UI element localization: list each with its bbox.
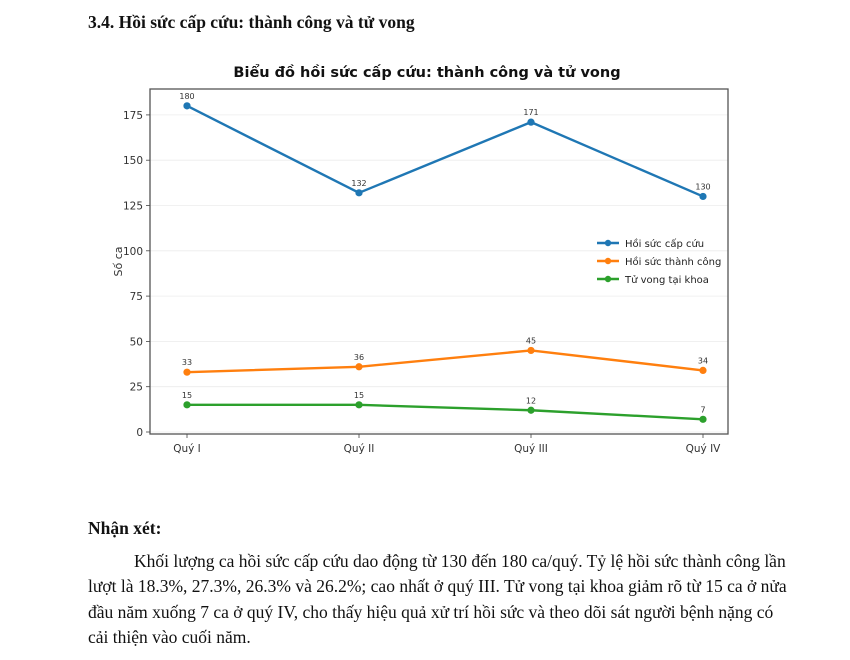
y-tick-label: 100 xyxy=(123,246,143,258)
chart-svg: Biểu đồ hồi sức cấp cứu: thành công và t… xyxy=(112,64,729,455)
data-label: 132 xyxy=(351,179,366,188)
x-tick-label: Quý II xyxy=(344,443,375,455)
remark-paragraph: Khối lượng ca hồi sức cấp cứu dao động t… xyxy=(88,551,787,647)
data-label: 180 xyxy=(179,92,194,101)
y-tick-label: 175 xyxy=(123,110,143,122)
data-label: 7 xyxy=(700,405,705,414)
y-tick-label: 25 xyxy=(130,382,143,394)
data-point xyxy=(527,406,535,414)
legend-item: Tử vong tại khoa xyxy=(597,274,709,286)
data-point xyxy=(699,415,707,423)
legend-label: Tử vong tại khoa xyxy=(624,274,709,286)
data-label: 130 xyxy=(695,182,710,191)
plot-frame xyxy=(149,88,729,435)
series-2: 33 36 45 34 xyxy=(182,336,708,376)
line-chart: Biểu đồ hồi sức cấp cứu: thành công và t… xyxy=(100,50,750,470)
y-tick-label: 75 xyxy=(130,291,143,303)
y-tick-label: 150 xyxy=(123,155,143,167)
data-point xyxy=(183,401,191,409)
data-point xyxy=(527,118,535,126)
x-tick-label: Quý I xyxy=(173,443,201,455)
y-tick-label: 125 xyxy=(123,201,143,213)
x-axis: Quý I Quý II Quý III Quý IV xyxy=(173,434,721,455)
data-point xyxy=(355,189,363,197)
y-axis: 0 25 50 75 100 125 150 175 xyxy=(123,110,150,439)
series-3: 15 15 12 7 xyxy=(182,391,707,423)
legend: Hồi sức cấp cứu Hồi sức thành công Tử vong… xyxy=(597,238,721,286)
data-label: 15 xyxy=(354,391,364,400)
data-label: 34 xyxy=(698,356,708,365)
data-label: 45 xyxy=(526,336,536,345)
y-axis-label: Số ca xyxy=(112,247,125,277)
series-line xyxy=(186,104,704,198)
remark-heading: Nhận xét: xyxy=(88,518,162,538)
legend-item: Hồi sức cấp cứu xyxy=(597,238,704,250)
data-label: 12 xyxy=(526,396,536,405)
y-tick-label: 50 xyxy=(130,336,143,348)
legend-label: Hồi sức thành công xyxy=(625,256,721,268)
data-point xyxy=(699,192,707,201)
data-point xyxy=(355,363,363,371)
data-point xyxy=(183,102,191,110)
chart-title: Biểu đồ hồi sức cấp cứu: thành công và t… xyxy=(233,64,620,81)
x-tick-label: Quý IV xyxy=(686,443,722,455)
series-layer: 180 132 171 130 33 36 45 34 15 15 12 7 xyxy=(179,92,711,423)
data-point xyxy=(183,368,191,376)
x-tick-label: Quý III xyxy=(514,443,548,455)
legend-marker xyxy=(604,275,612,283)
series-line xyxy=(187,403,704,421)
section-title: 3.4. Hồi sức cấp cứu: thành công và tử v… xyxy=(88,12,415,32)
gridlines xyxy=(150,114,728,433)
data-point xyxy=(699,366,707,374)
data-label: 33 xyxy=(182,358,192,367)
legend-marker xyxy=(604,239,612,247)
data-label: 15 xyxy=(182,391,192,400)
y-tick-label: 0 xyxy=(136,427,143,439)
data-point xyxy=(355,401,363,409)
data-point xyxy=(527,346,535,355)
data-label: 36 xyxy=(354,353,364,362)
legend-marker xyxy=(604,257,612,265)
legend-label: Hồi sức cấp cứu xyxy=(625,238,704,250)
data-label: 171 xyxy=(523,108,538,117)
legend-item: Hồi sức thành công xyxy=(597,256,721,268)
series-1: 180 132 171 130 xyxy=(179,92,711,201)
series-line xyxy=(186,349,704,374)
